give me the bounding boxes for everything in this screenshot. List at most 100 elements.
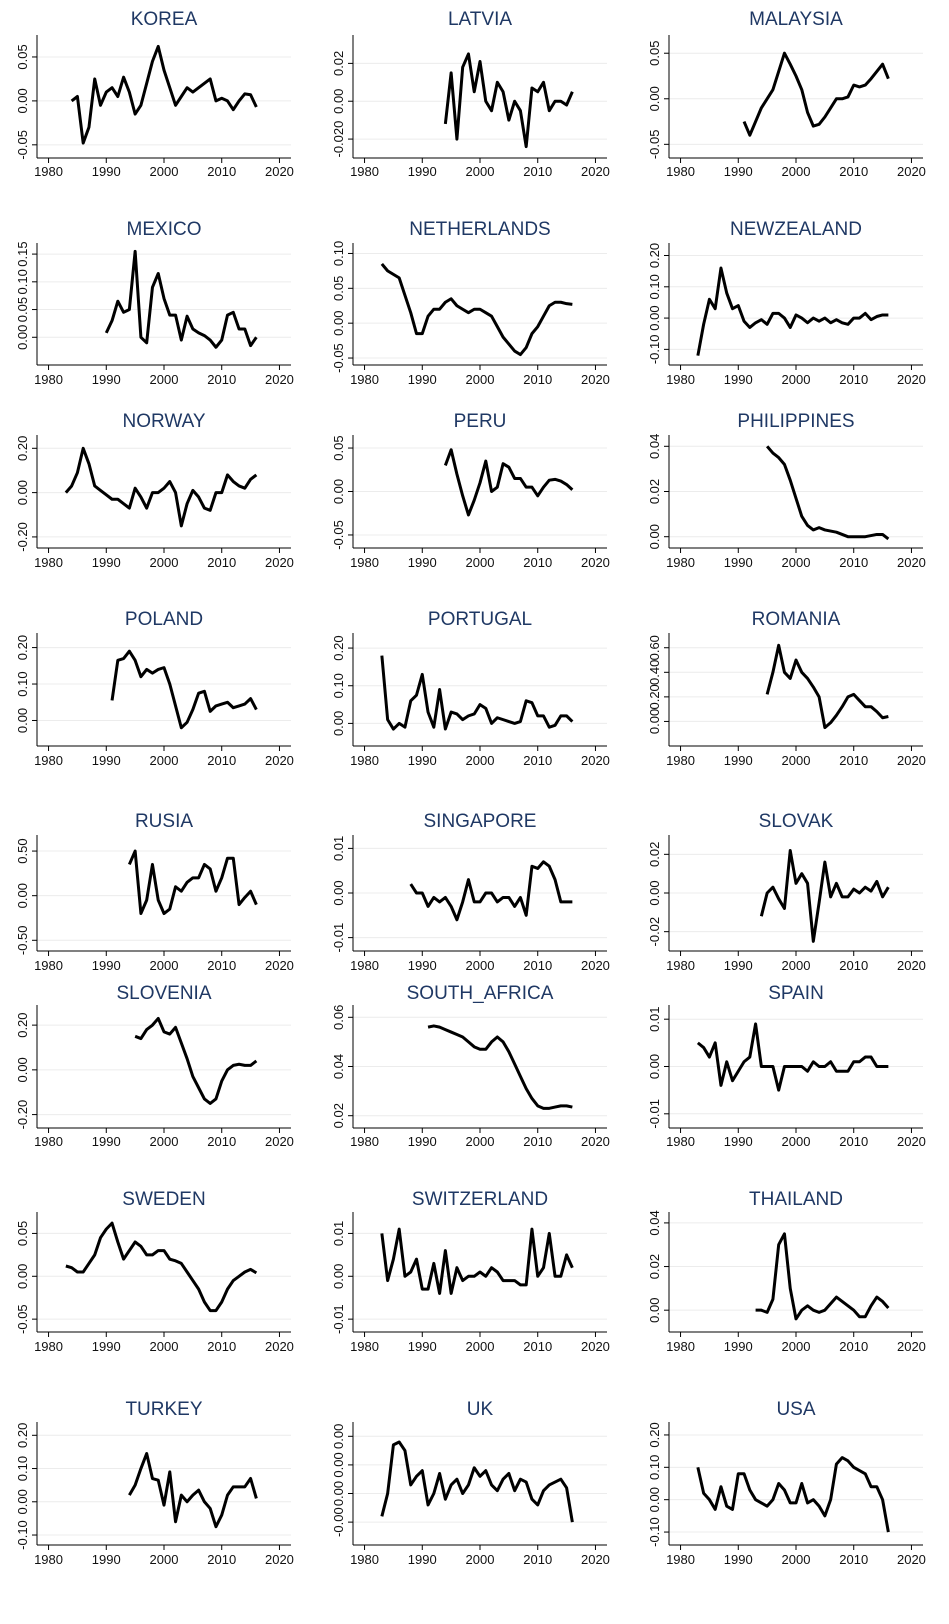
x-tick-label: 1980 bbox=[350, 164, 379, 179]
panel: NEWZEALAND -0.10 0.00 0.10 0.20 1980 1990 2000 2… bbox=[647, 219, 926, 387]
panel: THAILAND 0.00 0.02 0.04 1980 1990 2000 2010 2020 bbox=[647, 1189, 926, 1354]
x-tick-label: 2020 bbox=[897, 164, 926, 179]
y-tick-label: 0.00 bbox=[647, 880, 662, 905]
x-tick-label: 1990 bbox=[92, 372, 121, 387]
x-tick-label: 1990 bbox=[92, 958, 121, 973]
panel: NORWAY -0.20 0.00 0.20 1980 1990 2000 2010 2020 bbox=[15, 411, 294, 570]
panel: SINGAPORE -0.01 0.00 0.01 1980 1990 2000 2010 20… bbox=[331, 811, 610, 973]
data-line bbox=[65, 1221, 258, 1313]
x-tick-label: 1990 bbox=[724, 958, 753, 973]
y-tick-label: 0.05 bbox=[15, 1221, 30, 1246]
panel-title: UK bbox=[467, 1399, 494, 1420]
y-tick-label: 0.00 bbox=[331, 880, 346, 905]
x-tick-label: 1980 bbox=[666, 555, 695, 570]
y-tick-label: 0.00 bbox=[15, 1057, 30, 1082]
x-tick-label: 1980 bbox=[350, 372, 379, 387]
data-line bbox=[127, 849, 258, 916]
y-tick-label: 0.05 bbox=[331, 435, 346, 460]
x-tick-label: 2020 bbox=[897, 1134, 926, 1149]
x-tick-label: 2010 bbox=[839, 753, 868, 768]
y-tick-label: 0.00 bbox=[15, 1489, 30, 1514]
panel: PHILIPPINES 0.00 0.02 0.04 1980 1990 2000 2010 2… bbox=[647, 411, 926, 570]
y-tick-label: 0.10 bbox=[647, 274, 662, 299]
data-line bbox=[104, 249, 258, 349]
x-tick-label: 2010 bbox=[839, 1134, 868, 1149]
y-tick-label: -0.20 bbox=[15, 1100, 30, 1130]
x-tick-label: 2020 bbox=[897, 1339, 926, 1354]
x-tick-label: 2010 bbox=[523, 1134, 552, 1149]
x-tick-label: 1990 bbox=[408, 555, 437, 570]
y-tick-label: 0.40 bbox=[647, 660, 662, 685]
y-tick-label: 0.00 bbox=[647, 1298, 662, 1323]
x-tick-label: 2010 bbox=[207, 1552, 236, 1567]
panel-title: PORTUGAL bbox=[428, 609, 532, 630]
x-tick-label: 1980 bbox=[350, 555, 379, 570]
y-tick-label: 0.20 bbox=[331, 635, 346, 660]
x-tick-label: 2010 bbox=[839, 1339, 868, 1354]
panel: PORTUGAL 0.00 0.10 0.20 1980 1990 2000 2010 2020 bbox=[331, 609, 610, 768]
y-tick-label: 0.00 bbox=[15, 88, 30, 113]
x-tick-label: 2010 bbox=[523, 164, 552, 179]
x-tick-label: 2000 bbox=[150, 372, 179, 387]
y-tick-label: 0.20 bbox=[15, 436, 30, 461]
y-tick-label: -0.10 bbox=[15, 1520, 30, 1550]
data-line bbox=[110, 649, 258, 730]
panel-title: ROMANIA bbox=[752, 609, 841, 630]
y-tick-label: 0.04 bbox=[331, 1054, 346, 1079]
x-tick-label: 1980 bbox=[666, 164, 695, 179]
y-tick-label: 0.01 bbox=[331, 836, 346, 861]
x-tick-label: 1980 bbox=[350, 958, 379, 973]
panel-title: MALAYSIA bbox=[749, 9, 843, 30]
y-tick-label: 0.20 bbox=[647, 684, 662, 709]
y-tick-label: 0.05 bbox=[331, 276, 346, 301]
y-tick-label: 0.60 bbox=[647, 635, 662, 660]
y-tick-label: 0.05 bbox=[15, 297, 30, 322]
data-line bbox=[696, 1022, 889, 1092]
x-tick-label: 1980 bbox=[666, 753, 695, 768]
x-tick-label: 1990 bbox=[408, 1134, 437, 1149]
y-tick-label: 0.05 bbox=[647, 41, 662, 66]
x-tick-label: 1980 bbox=[666, 958, 695, 973]
data-line bbox=[755, 1232, 890, 1321]
x-tick-label: 2010 bbox=[207, 1134, 236, 1149]
y-tick-label: 0.50 bbox=[15, 838, 30, 863]
panel-title: USA bbox=[776, 1399, 815, 1420]
x-tick-label: 2010 bbox=[839, 958, 868, 973]
y-tick-label: 0.00 bbox=[15, 480, 30, 505]
x-tick-label: 2000 bbox=[782, 372, 811, 387]
y-tick-label: 0.04 bbox=[647, 1210, 662, 1235]
y-tick-label: 0.00 bbox=[331, 479, 346, 504]
x-tick-label: 1980 bbox=[666, 372, 695, 387]
y-tick-label: 0.00 bbox=[331, 1424, 346, 1449]
x-tick-label: 2010 bbox=[207, 958, 236, 973]
y-tick-label: 0.02 bbox=[331, 51, 346, 76]
panel: ROMANIA 0.000.200.400.60 1980 1990 2000 2010 2… bbox=[647, 609, 926, 768]
x-tick-label: 1980 bbox=[350, 753, 379, 768]
panel: USA -0.10 0.00 0.10 0.20 1980 1990 2000 2010 2020 bbox=[647, 1399, 926, 1567]
data-line bbox=[134, 1016, 258, 1105]
x-tick-label: 2000 bbox=[150, 958, 179, 973]
y-tick-label: 0.00 bbox=[331, 1264, 346, 1289]
x-tick-label: 2020 bbox=[265, 958, 294, 973]
x-tick-label: 1990 bbox=[92, 555, 121, 570]
x-tick-label: 1990 bbox=[408, 1552, 437, 1567]
y-tick-label: -0.01 bbox=[647, 1099, 662, 1129]
y-tick-label: 0.00 bbox=[647, 1054, 662, 1079]
y-tick-label: -0.50 bbox=[15, 925, 30, 955]
panel-title: NETHERLANDS bbox=[409, 219, 550, 240]
x-tick-label: 2000 bbox=[782, 164, 811, 179]
x-tick-label: 2000 bbox=[466, 958, 495, 973]
panel: KOREA -0.05 0.00 0.05 1980 1990 2000 2010 2020 bbox=[15, 9, 294, 179]
x-tick-label: 1990 bbox=[92, 1134, 121, 1149]
y-tick-label: -0.05 bbox=[647, 130, 662, 160]
x-tick-label: 1980 bbox=[350, 1339, 379, 1354]
y-tick-label: 0.00 bbox=[331, 1452, 346, 1477]
y-tick-label: 0.00 bbox=[15, 708, 30, 733]
data-line bbox=[64, 446, 258, 528]
y-tick-label: -0.10 bbox=[647, 335, 662, 365]
panel: PERU -0.05 0.00 0.05 1980 1990 2000 2010 2020 bbox=[331, 411, 610, 570]
x-tick-label: 2020 bbox=[897, 555, 926, 570]
x-tick-label: 2020 bbox=[265, 1339, 294, 1354]
x-tick-label: 1990 bbox=[724, 1339, 753, 1354]
